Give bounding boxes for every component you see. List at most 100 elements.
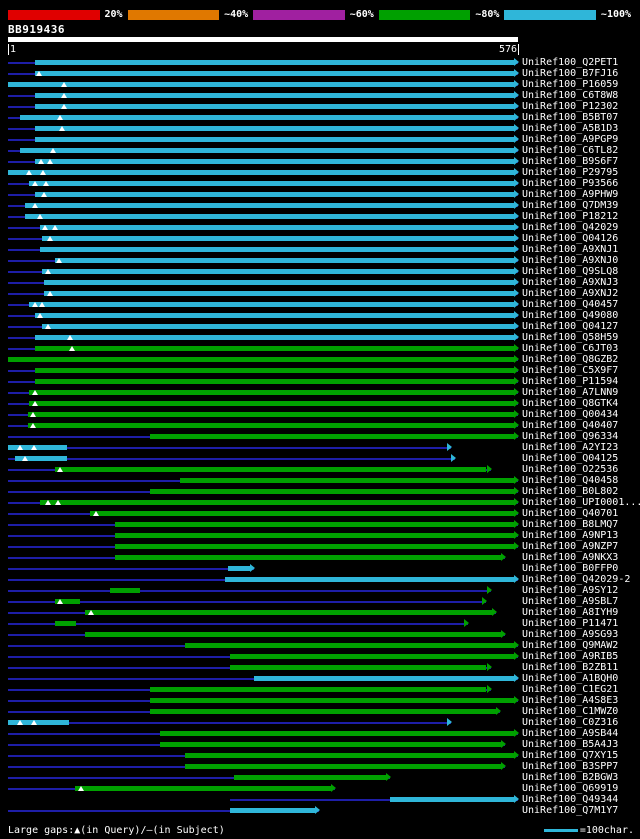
alignment-bar[interactable] — [41, 269, 514, 274]
hit-label[interactable]: UniRef100_Q7DM39 — [522, 200, 619, 211]
alignment-bar[interactable] — [27, 423, 514, 428]
hit-label[interactable]: UniRef100_P11594 — [522, 376, 619, 387]
hit-label[interactable]: UniRef100_Q2PET1 — [522, 57, 619, 68]
hit-label[interactable]: UniRef100_Q58H59 — [522, 332, 619, 343]
alignment-row[interactable]: UniRef100_Q00434 — [0, 409, 640, 420]
alignment-bar[interactable] — [34, 71, 514, 76]
alignment-bar[interactable] — [44, 291, 514, 296]
alignment-bar[interactable] — [229, 665, 487, 670]
hit-label[interactable]: UniRef100_Q42029-2 — [522, 574, 631, 585]
alignment-bar[interactable] — [41, 324, 514, 329]
hit-label[interactable]: UniRef100_A2YI23 — [522, 442, 619, 453]
hit-label[interactable]: UniRef100_B2BGW3 — [522, 772, 619, 783]
alignment-bar[interactable] — [44, 280, 514, 285]
hit-label[interactable]: UniRef100_P16059 — [522, 79, 619, 90]
alignment-row[interactable]: UniRef100_Q42029-2 — [0, 574, 640, 585]
alignment-bar[interactable] — [34, 159, 514, 164]
alignment-row[interactable]: UniRef100_B2ZB11 — [0, 662, 640, 673]
alignment-bar[interactable] — [227, 566, 250, 571]
alignment-bar[interactable] — [55, 621, 77, 626]
hit-label[interactable]: UniRef100_A4S8E3 — [522, 695, 619, 706]
hit-label[interactable]: UniRef100_A9RIB5 — [522, 651, 619, 662]
alignment-bar[interactable] — [115, 544, 514, 549]
hit-label[interactable]: UniRef100_A5B1D3 — [522, 123, 619, 134]
alignment-bar[interactable] — [34, 126, 514, 131]
alignment-bar[interactable] — [34, 60, 514, 65]
alignment-row[interactable]: UniRef100_Q04126 — [0, 233, 640, 244]
alignment-row[interactable]: UniRef100_A4S8E3 — [0, 695, 640, 706]
hit-label[interactable]: UniRef100_Q96334 — [522, 431, 619, 442]
alignment-row[interactable]: UniRef100_O22536 — [0, 464, 640, 475]
alignment-bar[interactable] — [184, 643, 514, 648]
hit-label[interactable]: UniRef100_Q8GTK4 — [522, 398, 619, 409]
hit-label[interactable]: UniRef100_B0FFP0 — [522, 563, 619, 574]
alignment-row[interactable]: UniRef100_A9XNJ2 — [0, 288, 640, 299]
alignment-row[interactable]: UniRef100_C1EG21 — [0, 684, 640, 695]
alignment-row[interactable]: UniRef100_Q96334 — [0, 431, 640, 442]
alignment-bar[interactable] — [55, 599, 80, 604]
alignment-row[interactable]: UniRef100_Q9SLQ8 — [0, 266, 640, 277]
alignment-row[interactable]: UniRef100_A9RIB5 — [0, 651, 640, 662]
hit-label[interactable]: UniRef100_Q04125 — [522, 453, 619, 464]
alignment-row[interactable]: UniRef100_Q40457 — [0, 299, 640, 310]
alignment-row[interactable]: UniRef100_A5B1D3 — [0, 123, 640, 134]
hit-label[interactable]: UniRef100_B9S6F7 — [522, 156, 619, 167]
alignment-bar[interactable] — [34, 346, 514, 351]
hit-label[interactable]: UniRef100_A9XNJ2 — [522, 288, 619, 299]
alignment-bar[interactable] — [39, 500, 514, 505]
alignment-row[interactable]: UniRef100_P16059 — [0, 79, 640, 90]
alignment-bar[interactable] — [34, 104, 514, 109]
hit-label[interactable]: UniRef100_A9PHW9 — [522, 189, 619, 200]
alignment-bar[interactable] — [184, 753, 514, 758]
alignment-bar[interactable] — [115, 533, 514, 538]
hit-label[interactable]: UniRef100_Q40457 — [522, 299, 619, 310]
hit-label[interactable]: UniRef100_A9SG93 — [522, 629, 619, 640]
alignment-bar[interactable] — [159, 731, 514, 736]
hit-label[interactable]: UniRef100_P93566 — [522, 178, 619, 189]
alignment-bar[interactable] — [149, 687, 487, 692]
alignment-row[interactable]: UniRef100_A9NP13 — [0, 530, 640, 541]
alignment-bar[interactable] — [8, 82, 514, 87]
hit-label[interactable]: UniRef100_B5A4J3 — [522, 739, 619, 750]
hit-label[interactable]: UniRef100_A9NKX3 — [522, 552, 619, 563]
hit-label[interactable]: UniRef100_A9NZP7 — [522, 541, 619, 552]
alignment-row[interactable]: UniRef100_A9NZP7 — [0, 541, 640, 552]
alignment-bar[interactable] — [24, 214, 514, 219]
alignment-row[interactable]: UniRef100_A9XNJ3 — [0, 277, 640, 288]
hit-label[interactable]: UniRef100_Q7M1Y7 — [522, 805, 619, 816]
hit-label[interactable]: UniRef100_A1BQH0 — [522, 673, 619, 684]
alignment-row[interactable]: UniRef100_Q04127 — [0, 321, 640, 332]
hit-label[interactable]: UniRef100_C1MWZ0 — [522, 706, 619, 717]
alignment-bar[interactable] — [34, 137, 514, 142]
alignment-bar[interactable] — [39, 247, 514, 252]
alignment-row[interactable]: UniRef100_A9SG93 — [0, 629, 640, 640]
hit-label[interactable]: UniRef100_C6TL82 — [522, 145, 619, 156]
hit-label[interactable]: UniRef100_B3SPP7 — [522, 761, 619, 772]
alignment-bar[interactable] — [34, 93, 514, 98]
hit-label[interactable]: UniRef100_Q04127 — [522, 321, 619, 332]
alignment-row[interactable]: UniRef100_A9XNJ1 — [0, 244, 640, 255]
hit-label[interactable]: UniRef100_A9XNJ3 — [522, 277, 619, 288]
alignment-bar[interactable] — [39, 225, 514, 230]
alignment-row[interactable]: UniRef100_P12302 — [0, 101, 640, 112]
alignment-row[interactable]: UniRef100_P93566 — [0, 178, 640, 189]
alignment-row[interactable]: UniRef100_B5BT07 — [0, 112, 640, 123]
alignment-row[interactable]: UniRef100_B7FJ16 — [0, 68, 640, 79]
alignment-bar[interactable] — [85, 632, 501, 637]
alignment-row[interactable]: UniRef100_Q49344 — [0, 794, 640, 805]
alignment-bar[interactable] — [8, 357, 514, 362]
hit-label[interactable]: UniRef100_C6T8W8 — [522, 90, 619, 101]
alignment-row[interactable]: UniRef100_UPI0001... — [0, 497, 640, 508]
alignment-row[interactable]: UniRef100_B5A4J3 — [0, 739, 640, 750]
alignment-row[interactable]: UniRef100_B0L802 — [0, 486, 640, 497]
alignment-bar[interactable] — [34, 368, 514, 373]
alignment-row[interactable]: UniRef100_Q9MAW2 — [0, 640, 640, 651]
alignment-bar[interactable] — [15, 456, 68, 461]
alignment-bar[interactable] — [27, 412, 514, 417]
alignment-bar[interactable] — [34, 192, 514, 197]
hit-label[interactable]: UniRef100_Q40407 — [522, 420, 619, 431]
hit-label[interactable]: UniRef100_A9XNJ0 — [522, 255, 619, 266]
alignment-row[interactable]: UniRef100_B2BGW3 — [0, 772, 640, 783]
hit-label[interactable]: UniRef100_Q00434 — [522, 409, 619, 420]
alignment-bar[interactable] — [149, 434, 514, 439]
